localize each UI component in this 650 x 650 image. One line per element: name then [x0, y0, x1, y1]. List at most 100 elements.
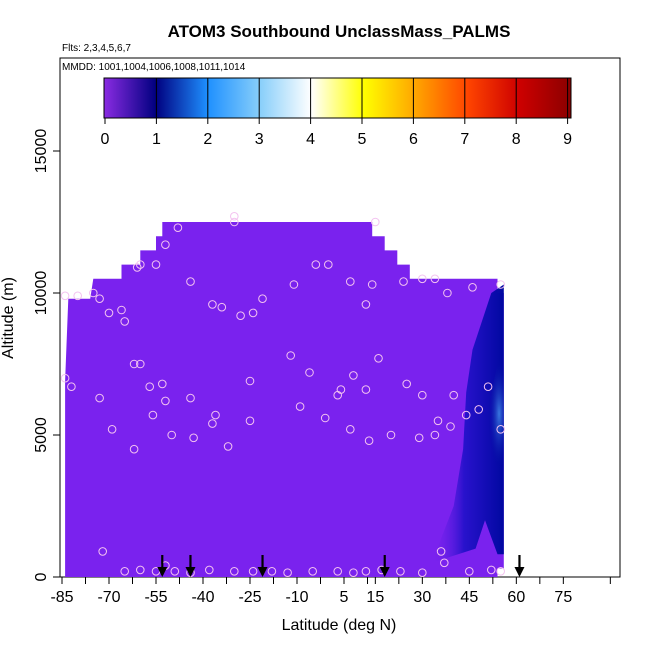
observation-point	[474, 405, 484, 414]
observation-point	[433, 416, 443, 426]
observation-point	[136, 565, 145, 575]
observation-point	[211, 410, 220, 420]
observation-point	[295, 402, 305, 411]
observation-point	[136, 359, 145, 369]
colorbar-tick-label: 5	[358, 131, 367, 148]
observation-point	[461, 410, 471, 420]
observation-point	[230, 212, 239, 221]
colorbar-tick-label: 3	[255, 131, 264, 148]
colorbar-tick-label: 6	[409, 131, 418, 148]
observation-point	[361, 385, 371, 394]
observation-point	[132, 263, 142, 272]
x-tick-label: 30	[413, 589, 431, 606]
observation-point	[430, 430, 440, 440]
observation-point	[418, 274, 427, 284]
observation-point	[496, 425, 506, 434]
x-tick-label: 15	[366, 589, 384, 606]
observation-point	[349, 568, 358, 578]
dates-subtitle: MMDD: 1001,1004,1006,1008,1011,1014	[62, 62, 246, 73]
flight-arrow-head	[185, 567, 196, 577]
observation-point	[468, 283, 477, 292]
chart-title: ATOM3 Southbound UnclassMass_PALMS	[168, 22, 511, 41]
colorbar-gradient	[103, 77, 572, 119]
observation-point	[367, 280, 377, 289]
observation-point	[258, 294, 267, 304]
y-axis-label: Altitude (m)	[0, 277, 17, 359]
x-tick-label: -25	[238, 589, 261, 606]
observation-point	[399, 277, 408, 286]
observation-point	[189, 433, 198, 443]
x-tick-label: -40	[191, 589, 214, 606]
observation-point	[374, 354, 383, 363]
colorbar-tick-label: 9	[563, 131, 572, 148]
observation-point	[418, 390, 427, 400]
plume-region	[431, 284, 504, 563]
observation-point	[336, 385, 346, 394]
observation-point	[496, 567, 506, 576]
observation-point	[151, 260, 161, 269]
flight-arrow-head	[514, 567, 525, 577]
x-axis-label: Latitude (deg N)	[282, 617, 397, 634]
observation-point	[361, 300, 371, 309]
axes: -85 -70 -55 -40 -25 -10 5 15 30 45 60 7505000100001…	[33, 129, 611, 606]
observation-point	[95, 393, 104, 403]
x-tick-label: -55	[144, 589, 167, 606]
observation-point	[483, 382, 493, 392]
observation-point	[446, 422, 455, 431]
observation-point	[223, 442, 233, 451]
observation-point	[145, 382, 154, 392]
observation-point	[349, 371, 358, 380]
observation-point	[173, 223, 183, 232]
observation-point	[333, 567, 343, 576]
observation-point	[129, 359, 139, 369]
observation-point	[361, 567, 371, 576]
flight-arrow-head	[379, 567, 390, 577]
observation-point	[436, 547, 446, 556]
observation-point	[245, 376, 255, 386]
observation-point	[305, 368, 314, 377]
observation-point	[286, 351, 296, 360]
colorbar-tick-label: 2	[203, 131, 212, 148]
observation-point	[217, 302, 227, 312]
observation-point	[418, 568, 427, 578]
flight-arrow-head	[257, 567, 268, 577]
x-tick-label: -85	[50, 589, 73, 606]
x-tick-label: 45	[460, 589, 478, 606]
observation-point	[267, 567, 277, 576]
observation-point	[386, 430, 396, 440]
colorbar-tick-label: 7	[460, 131, 469, 148]
observation-point	[129, 444, 139, 454]
x-tick-label: 60	[507, 589, 525, 606]
observation-point	[148, 410, 158, 420]
observation-point	[186, 393, 195, 403]
observation-point	[496, 280, 506, 289]
observation-point	[205, 565, 214, 575]
colorbar-tick-label: 1	[152, 131, 161, 148]
colorbar-tick-label: 0	[101, 131, 110, 148]
observation-point	[104, 308, 114, 318]
observation-point	[236, 311, 245, 321]
plot-area	[60, 212, 525, 578]
flight-arrow-head	[157, 567, 168, 577]
observation-point	[60, 291, 70, 301]
observation-point	[283, 568, 292, 578]
observation-point	[346, 277, 355, 286]
observation-point	[208, 419, 217, 428]
observation-point	[161, 396, 170, 406]
observation-point	[443, 288, 452, 298]
observation-point	[248, 308, 258, 318]
observation-point	[402, 379, 412, 389]
observation-point	[465, 567, 474, 576]
observation-point	[346, 425, 355, 434]
observation-point	[311, 260, 321, 269]
observation-point	[170, 567, 180, 576]
plume-core	[472, 335, 504, 492]
observation-point	[245, 416, 255, 426]
observation-point	[230, 567, 239, 576]
observation-point	[120, 567, 129, 576]
observation-point	[371, 217, 380, 227]
observation-point	[414, 433, 424, 443]
observation-point	[248, 567, 258, 576]
colorbar: 0 1 2 3 4 5 6 7 8 9	[101, 77, 572, 148]
